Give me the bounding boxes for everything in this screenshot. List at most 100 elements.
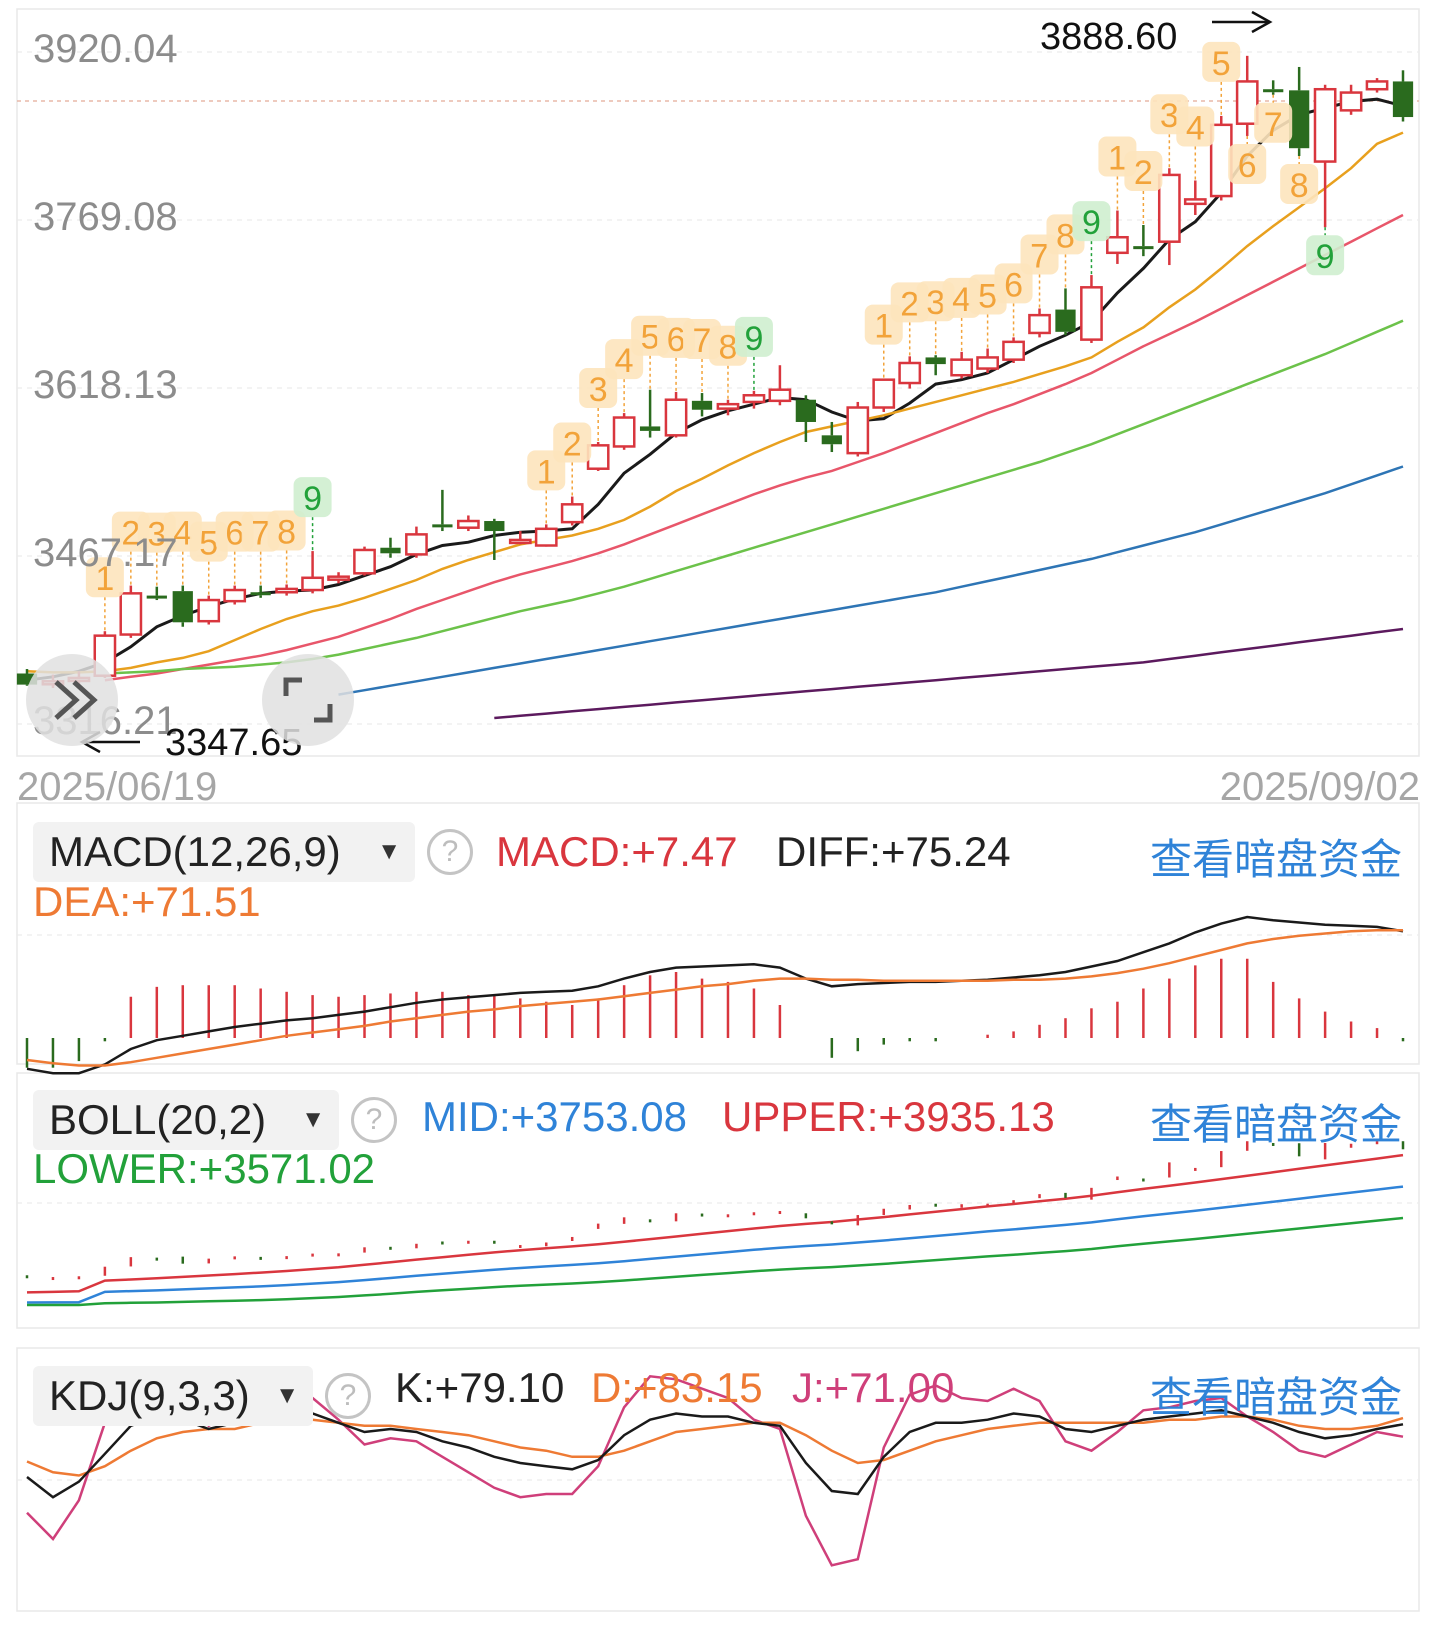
candle — [560, 496, 584, 526]
candle — [1157, 168, 1181, 266]
td-count-marker: 9 — [1072, 201, 1111, 276]
candle — [119, 585, 143, 638]
td-count-marker: 8 — [1280, 155, 1319, 205]
td-count-marker: 8 — [267, 510, 306, 585]
candle-body — [1157, 173, 1181, 243]
candle-body — [405, 533, 428, 556]
td-badge — [553, 422, 592, 463]
candle — [301, 551, 324, 594]
diff-value: DIFF:+75.24 — [776, 828, 1011, 875]
candle — [353, 546, 376, 576]
macd-dark-pool-link[interactable]: 查看暗盘资金 — [1149, 836, 1402, 883]
macd-diff-line — [26, 915, 1404, 1075]
expand-corners-icon — [283, 677, 333, 723]
candle-body — [1106, 235, 1129, 255]
macd-help-icon[interactable]: ? — [427, 829, 473, 875]
candle — [768, 365, 792, 406]
candle-body — [119, 592, 143, 636]
candle-body — [1055, 309, 1076, 332]
candle-body — [1133, 246, 1154, 250]
td-number: 7 — [251, 515, 270, 553]
kdj-help-icon[interactable]: ? — [325, 1373, 371, 1419]
kdj-selector-label: KDJ(9,3,3) — [49, 1372, 250, 1419]
candle — [197, 595, 221, 625]
high-price-label: 3888.60 — [1040, 16, 1177, 58]
candle — [405, 526, 428, 558]
candle-body — [484, 521, 505, 532]
candle — [1263, 80, 1284, 95]
td-number: 5 — [641, 319, 660, 357]
candle-body — [1028, 313, 1051, 335]
candle — [872, 378, 896, 412]
boll-selector[interactable]: BOLL(20,2) ▼ — [33, 1090, 339, 1150]
upper-value: UPPER:+3935.13 — [722, 1093, 1055, 1140]
candle — [664, 391, 688, 438]
candle-body — [1183, 198, 1207, 206]
candle-body — [639, 426, 661, 431]
td-number: 8 — [1056, 217, 1075, 255]
fullscreen-button[interactable] — [262, 654, 354, 746]
td-number: 6 — [1238, 147, 1257, 185]
td-number: 7 — [693, 322, 712, 360]
candle — [586, 442, 610, 471]
candle-body — [1080, 286, 1103, 341]
td-number: 4 — [615, 342, 634, 380]
candle — [612, 413, 636, 450]
moving-average-line — [26, 131, 1404, 674]
candle-body — [197, 598, 221, 623]
lower-value: LOWER:+3571.02 — [33, 1145, 376, 1192]
kdj-dark-pool-link[interactable]: 查看暗盘资金 — [1149, 1374, 1402, 1421]
dea-value: DEA:+71.51 — [33, 878, 261, 925]
td-count-marker: 4 — [1176, 106, 1215, 181]
td-number: 2 — [563, 426, 582, 464]
candle-body — [250, 592, 271, 596]
td-count-marker: 1 — [85, 557, 124, 632]
boll-dark-pool-link[interactable]: 查看暗盘资金 — [1149, 1101, 1402, 1148]
candle — [275, 584, 298, 596]
candle-body — [1365, 80, 1389, 91]
candle-body — [327, 575, 350, 581]
td-number: 3 — [926, 284, 945, 322]
macd-selector[interactable]: MACD(12,26,9) ▼ — [33, 822, 415, 882]
candle — [716, 399, 740, 416]
td-count-marker: 2 — [553, 422, 592, 497]
candle — [1289, 66, 1310, 156]
td-count-marker: 4 — [605, 339, 644, 414]
candle-body — [872, 378, 896, 409]
candle — [846, 401, 870, 457]
candle-body — [146, 595, 167, 599]
triangle-down-icon: ▼ — [275, 1382, 299, 1409]
mid-value: MID:+3753.08 — [422, 1093, 688, 1140]
candle — [1235, 55, 1259, 136]
td-number: 3 — [147, 516, 166, 554]
collapse-button[interactable] — [26, 654, 118, 746]
td-count-marker: 4 — [163, 511, 202, 586]
td-badge — [1124, 150, 1163, 191]
boll-help-icon[interactable]: ? — [351, 1097, 397, 1143]
td-badge — [734, 316, 773, 357]
candle-body — [612, 416, 636, 448]
kdj-selector[interactable]: KDJ(9,3,3) ▼ — [33, 1366, 313, 1426]
candle-body — [508, 538, 532, 545]
td-count-marker: 6 — [994, 263, 1033, 338]
td-number: 6 — [667, 321, 686, 359]
candle — [950, 351, 974, 379]
boll-mid-line — [26, 1185, 1404, 1304]
td-badge — [994, 263, 1033, 304]
candle — [795, 395, 816, 443]
moving-average-line — [494, 627, 1404, 720]
td-number: 8 — [1290, 167, 1309, 205]
d-value: D:+83.15 — [591, 1364, 763, 1411]
td-number: 7 — [1030, 237, 1049, 275]
candle-body — [742, 394, 766, 404]
k-value: K:+79.10 — [395, 1364, 565, 1411]
price-tick-label: 3769.08 — [33, 195, 178, 239]
candle-body — [691, 400, 713, 410]
candle-body — [925, 357, 946, 365]
td-badge — [1202, 41, 1241, 82]
td-number: 5 — [199, 525, 218, 563]
td-number: 7 — [1264, 106, 1283, 144]
candle — [639, 389, 661, 438]
candle-body — [1235, 80, 1259, 125]
